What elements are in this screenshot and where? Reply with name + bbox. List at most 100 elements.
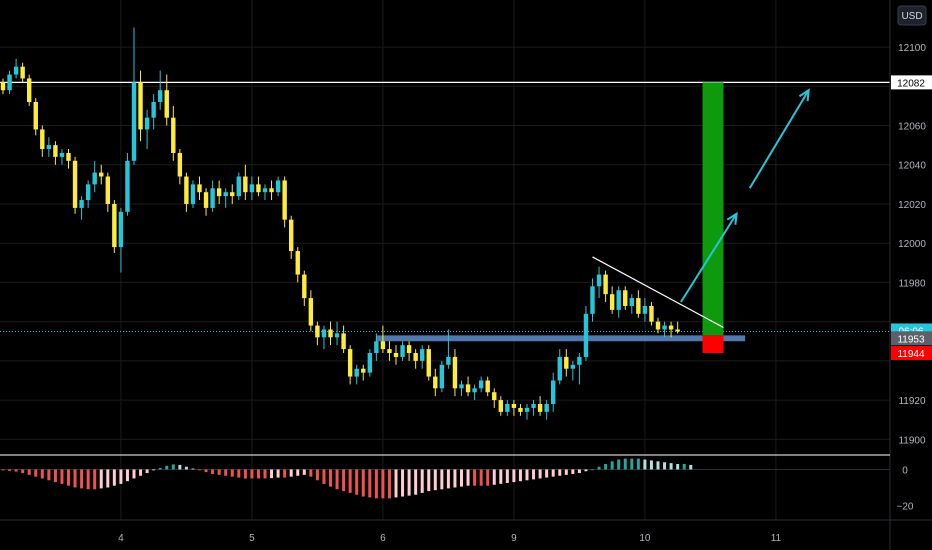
oscillator-bar: [355, 469, 359, 495]
oscillator-bar: [106, 469, 110, 488]
oscillator-bar: [211, 469, 215, 474]
candle-body: [236, 176, 241, 197]
oscillator-bar: [525, 469, 529, 481]
oscillator-bar: [649, 460, 653, 470]
price-badge-label: 12082: [897, 78, 925, 89]
candle-body: [138, 82, 143, 130]
price-tick-label: 12040: [898, 161, 926, 172]
oscillator-bar: [132, 469, 136, 479]
oscillator-bar: [93, 469, 97, 490]
oscillator-tick-label: 0: [902, 465, 908, 476]
candle-body: [465, 384, 471, 393]
oscillator-bar: [99, 469, 103, 489]
candle-body: [551, 380, 556, 405]
candle-body: [544, 404, 549, 412]
candle-body: [79, 200, 84, 208]
oscillator-bar: [224, 469, 228, 476]
oscillator-bar: [53, 469, 57, 483]
oscillator-bar: [171, 464, 175, 470]
oscillator-bar: [656, 461, 660, 470]
oscillator-bar: [427, 469, 431, 492]
candle-body: [583, 313, 589, 357]
candle-body: [511, 404, 517, 408]
candle-body: [426, 349, 431, 377]
price-axis: 12100 12060 12040 12020 12000 11980 11920 11900: [898, 43, 926, 446]
time-tick-label: 5: [249, 533, 255, 544]
candle-body: [216, 188, 222, 197]
candle-body: [289, 219, 294, 252]
candle-body: [374, 341, 379, 354]
oscillator-bar: [669, 463, 673, 470]
candle-body: [642, 305, 648, 314]
time-axis: 4 5 6 9 10 11: [118, 533, 781, 544]
candle-body: [334, 333, 340, 338]
oscillator-bar: [597, 466, 601, 470]
candle-body: [629, 298, 634, 306]
candle-body: [668, 325, 674, 330]
candle-body: [446, 356, 451, 365]
oscillator-bar: [401, 469, 405, 497]
oscillator-bar: [610, 461, 614, 470]
candle-body: [649, 305, 654, 322]
candle-body: [321, 329, 327, 338]
price-badge: [891, 331, 932, 346]
candle-body: [131, 82, 137, 161]
oscillator-bar: [21, 469, 25, 474]
candle-body: [40, 129, 45, 150]
candle-body: [361, 368, 366, 373]
candle-body: [557, 356, 562, 381]
oscillator-bar: [27, 469, 31, 475]
time-tick-label: 10: [639, 533, 651, 544]
price-tick-label: 12000: [898, 239, 926, 250]
oscillator-bar: [8, 469, 12, 471]
oscillator-bar: [453, 469, 457, 488]
candle-body: [275, 180, 281, 193]
stop-box: [702, 335, 724, 354]
candle-body: [190, 184, 196, 204]
oscillator-bar: [499, 469, 503, 484]
candle-body: [609, 294, 615, 310]
candle-body: [675, 329, 680, 332]
oscillator-bar: [591, 469, 594, 471]
oscillator-axis: 0 −20: [897, 465, 914, 512]
oscillator-bar: [538, 469, 542, 479]
candle-body: [72, 160, 78, 208]
oscillator-bar: [643, 459, 647, 470]
price-badge: [891, 75, 932, 90]
candle-body: [590, 286, 595, 314]
candle-body: [125, 160, 130, 212]
oscillator-bar: [145, 469, 149, 474]
candle-body: [498, 400, 503, 412]
candle-body: [249, 184, 255, 193]
candle-body: [197, 184, 202, 193]
oscillator-bar: [368, 469, 372, 498]
support-zone: [376, 335, 746, 342]
oscillator-bar: [492, 469, 496, 485]
oscillator-bar: [47, 469, 51, 481]
candle-body: [485, 380, 490, 393]
candle-body: [616, 290, 621, 310]
candle-body: [59, 152, 65, 157]
oscillator-bar: [296, 469, 300, 476]
arrow-line: [680, 213, 738, 303]
oscillator-bar: [460, 469, 463, 487]
oscillator-bar: [676, 464, 680, 470]
candle-body: [112, 203, 117, 248]
currency-label: USD: [901, 11, 922, 22]
price-tick-label: 12100: [898, 43, 926, 54]
oscillator-bar: [394, 469, 398, 498]
oscillator-bar: [361, 469, 365, 497]
currency-button[interactable]: [897, 5, 927, 26]
trendline: [592, 256, 724, 329]
candle-body: [20, 66, 25, 79]
oscillator-bar: [237, 469, 241, 478]
oscillator-bar: [230, 469, 234, 477]
candle-body: [472, 388, 477, 393]
candle-body: [223, 192, 228, 197]
oscillator-bar: [204, 469, 208, 473]
candle-body: [564, 356, 569, 369]
time-tick-label: 11: [771, 533, 782, 544]
oscillator-bar: [414, 469, 418, 495]
oscillator-bar: [571, 469, 575, 474]
